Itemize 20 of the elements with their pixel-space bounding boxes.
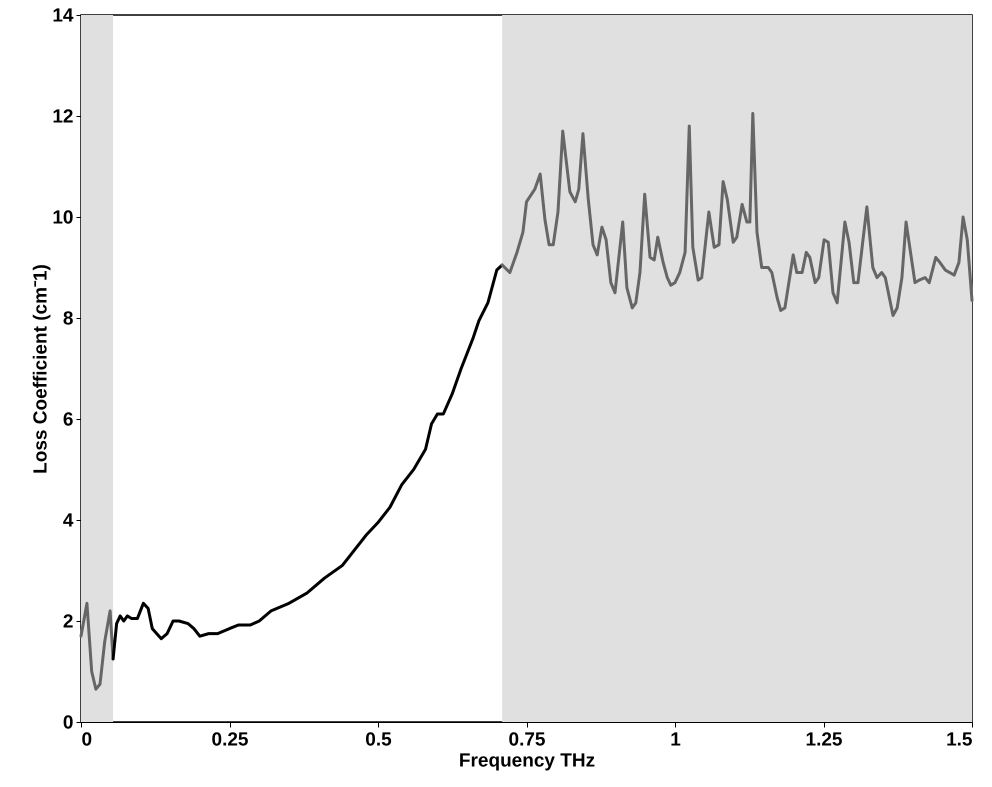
y-tick-label: 0 — [62, 712, 74, 734]
x-tick-label: 0 — [82, 730, 92, 750]
line-series — [80, 602, 115, 691]
y-tick-label: 6 — [62, 410, 74, 430]
y-tick-label: 12 — [52, 106, 74, 128]
x-axis-title: Frequency THz — [458, 750, 596, 772]
y-tick-label: 4 — [62, 510, 74, 532]
y-tick-label: 8 — [62, 308, 74, 330]
y-tick-label: 14 — [52, 6, 74, 26]
x-tick-label: 1.5 — [946, 730, 973, 750]
x-tick-label: 0.75 — [508, 730, 546, 750]
line-series — [112, 263, 504, 660]
y-tick-label: 10 — [52, 208, 74, 228]
x-tick-label: 0.5 — [365, 730, 392, 750]
line-series — [500, 112, 974, 317]
y-axis-title: Loss Coefficient (cm⁻1) — [30, 264, 52, 474]
x-tick-label: 1.25 — [806, 730, 843, 750]
x-tick-label: 0.25 — [212, 730, 249, 750]
y-tick-label: 2 — [62, 612, 74, 632]
x-tick-label: 1 — [670, 730, 682, 750]
